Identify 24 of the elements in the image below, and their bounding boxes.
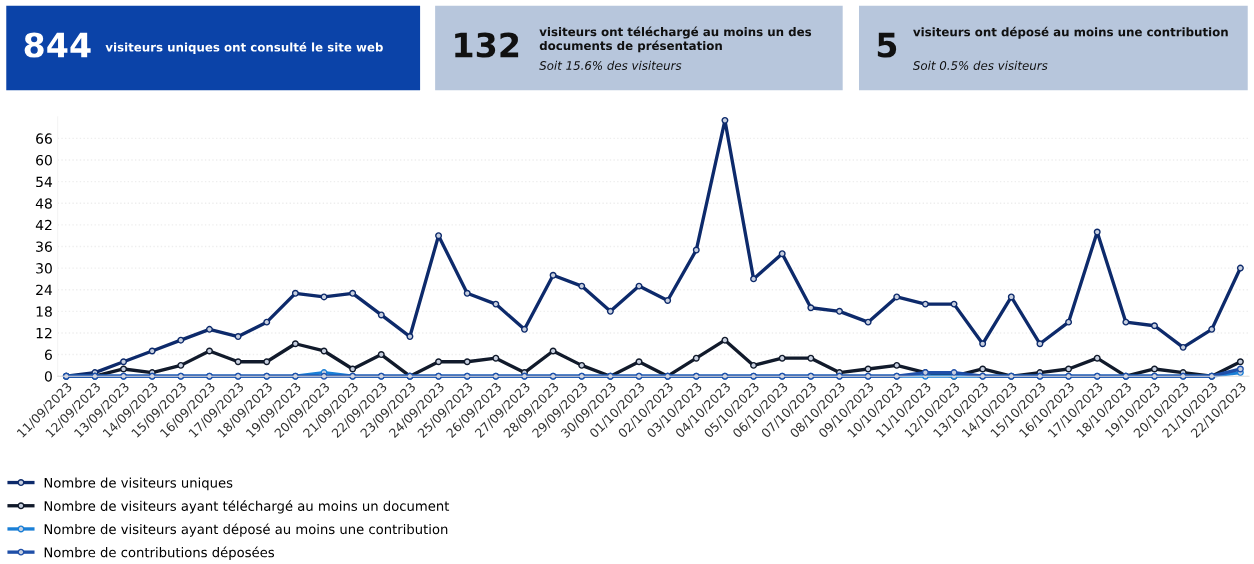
y-tick-label: 6 (44, 349, 52, 361)
y-tick-label: 12 (36, 327, 52, 339)
text: Soit 15.6% des visiteurs (539, 60, 682, 70)
legend-label: Nombre de visiteurs uniques (44, 477, 233, 491)
y-tick-label: 42 (35, 219, 52, 231)
y-tick-label: 54 (36, 176, 53, 188)
legend-label: Nombre de contributions déposées (44, 546, 275, 560)
y-tick-label: 36 (36, 241, 52, 252)
text: visiteurs uniques ont consulté le site web (105, 41, 383, 54)
text: visiteurs ont déposé au moins une contribution (913, 26, 1228, 39)
legend-label: Nombre de visiteurs ayant déposé au moins une contribution (44, 523, 448, 537)
y-tick-label: 30 (36, 263, 52, 274)
y-tick-label: 60 (36, 154, 52, 166)
text: 132 (455, 32, 519, 58)
text: visiteurs ont téléchargé au moins un des documents de présentation (539, 26, 812, 53)
text: 844 (24, 32, 91, 58)
legend-label: Nombre de visiteurs ayant téléchargé au moins un document (44, 500, 450, 514)
y-tick-label: 0 (44, 371, 52, 382)
y-tick-label: 66 (36, 133, 52, 144)
y-tick-label: 48 (35, 198, 52, 209)
text: 5 (877, 32, 897, 58)
y-tick-label: 18 (36, 306, 52, 317)
y-tick-label: 24 (36, 284, 53, 295)
text: Soit 0.5% des visiteurs (912, 60, 1048, 70)
